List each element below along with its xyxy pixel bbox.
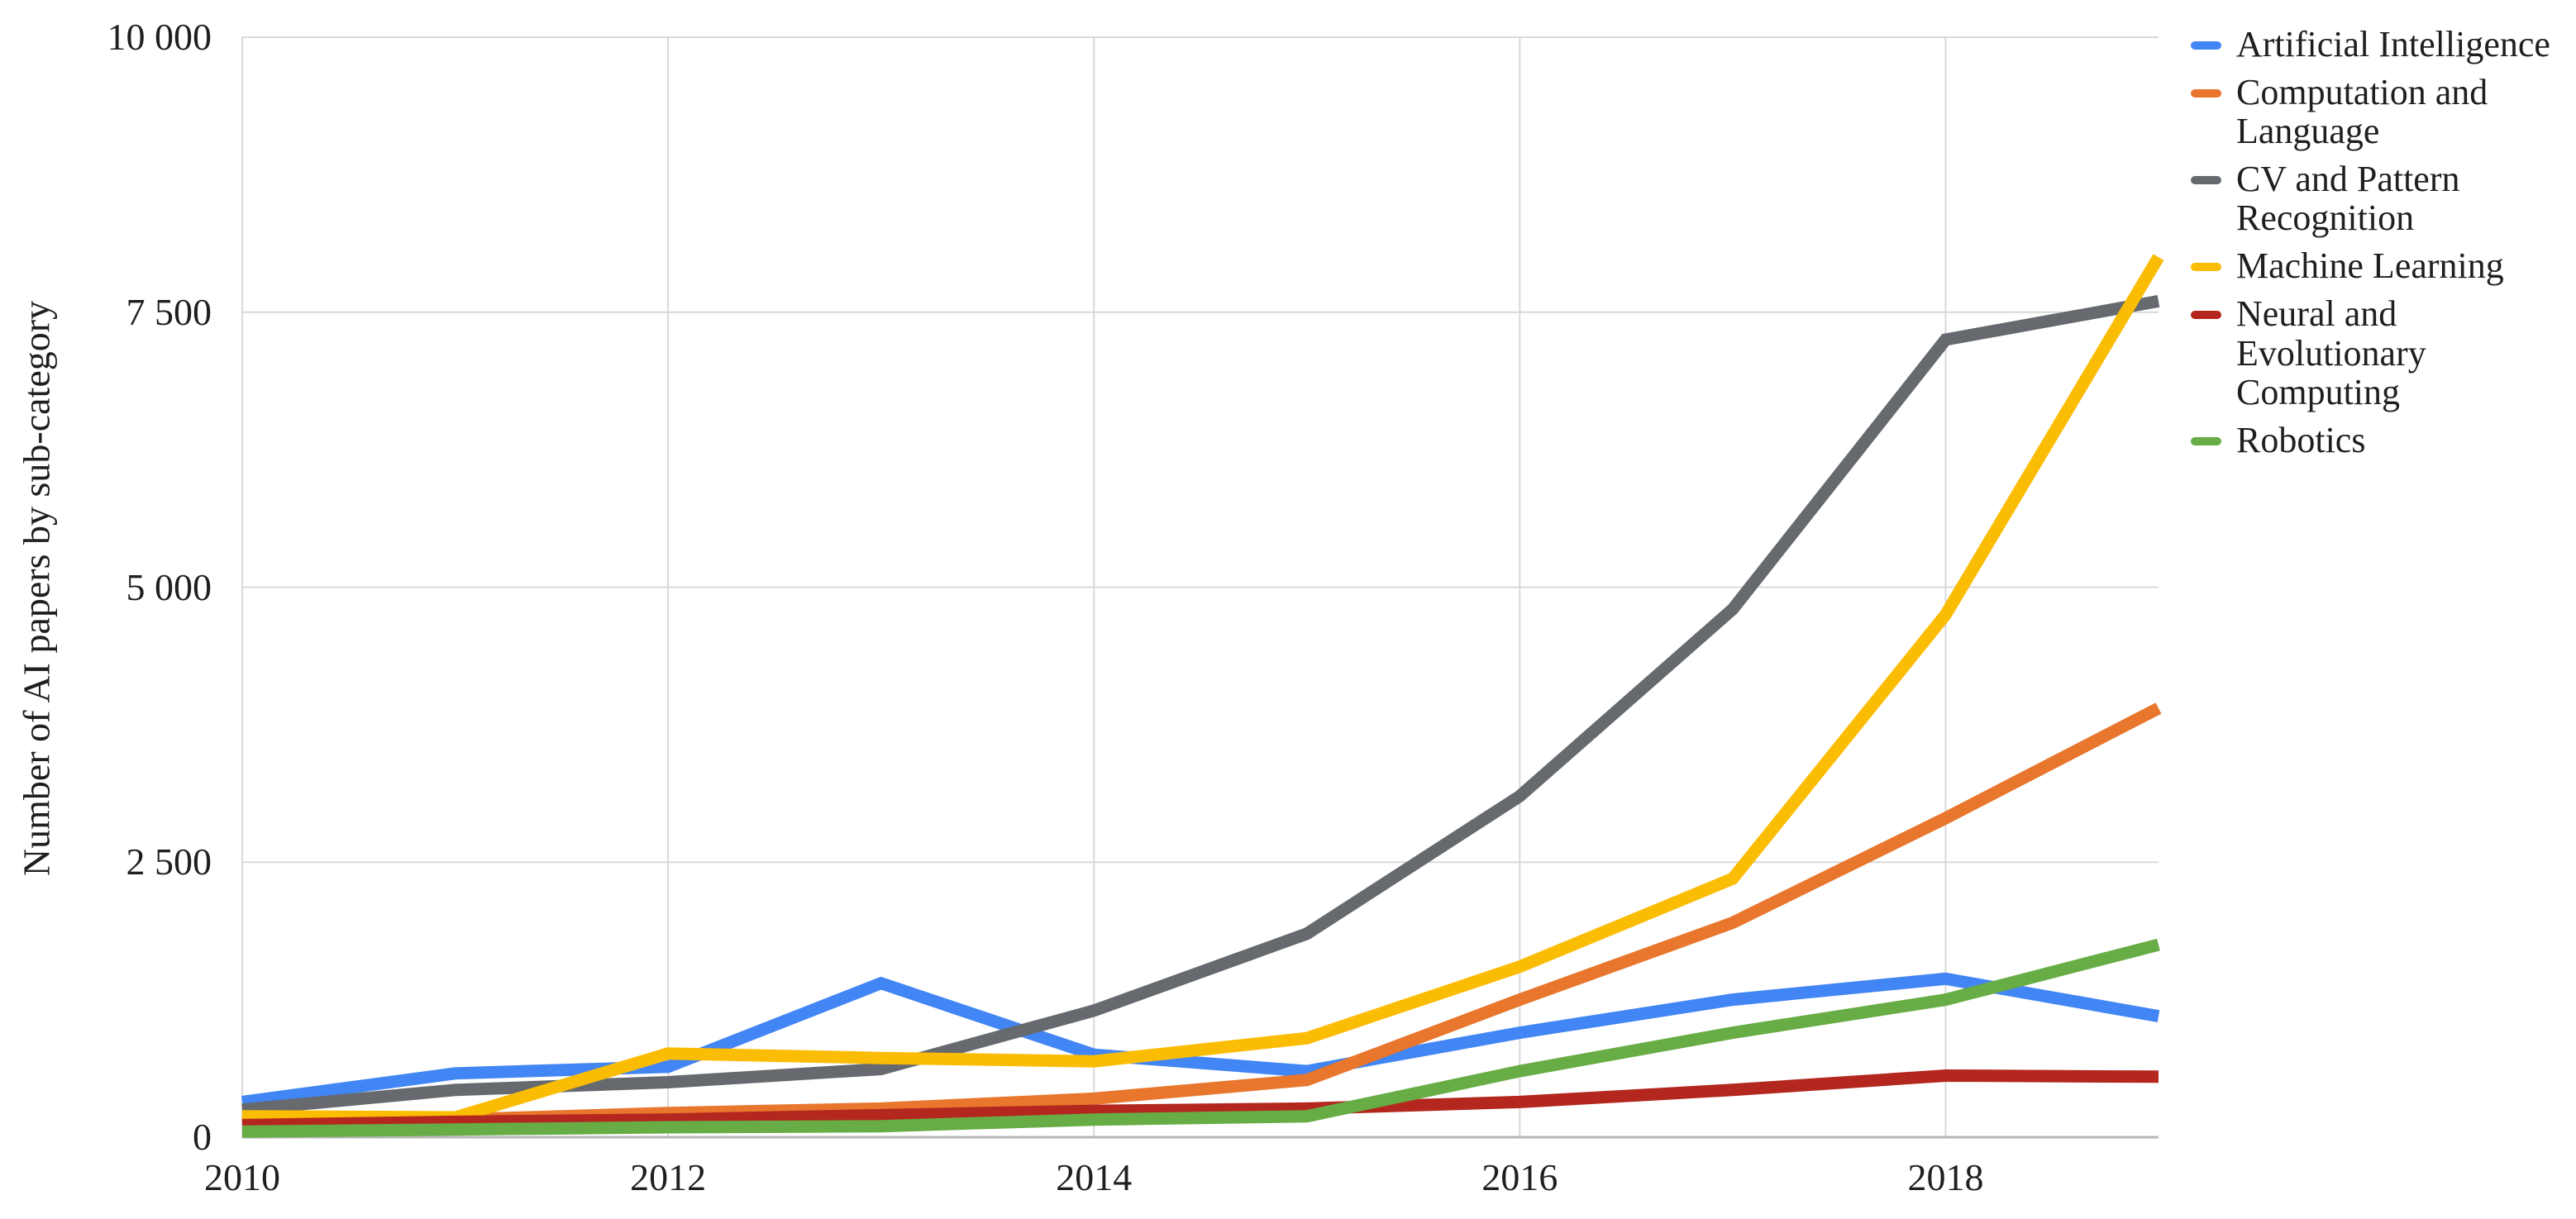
series-line-neural-and-evolutionary-computing (241, 1069, 2159, 1131)
y-tick-label-5000: 5 000 (126, 565, 212, 608)
legend-swatch-icon (2191, 41, 2221, 50)
legend-label: Robotics (2236, 419, 2366, 460)
legend-item-neural-and-evolutionary-computing: Neural and Evolutionary Computing (2191, 293, 2571, 412)
legend-swatch-icon (2191, 263, 2221, 272)
legend-label: Artificial Intelligence (2236, 24, 2550, 64)
legend-label: Neural and Evolutionary Computing (2236, 293, 2426, 412)
legend-swatch-icon (2191, 311, 2221, 320)
x-tick-label-2014: 2014 (1056, 1156, 1133, 1198)
legend-swatch-icon (2191, 89, 2221, 98)
y-tick-label-10000: 10 000 (107, 16, 212, 58)
series-line-artificial-intelligence (241, 972, 2160, 1108)
legend-label: Computation and Language (2236, 72, 2488, 152)
y-tick-label-7500: 7 500 (126, 290, 212, 333)
legend-swatch-icon (2191, 176, 2221, 185)
y-tick-label-2500: 2 500 (126, 840, 212, 883)
legend-swatch-icon (2191, 436, 2221, 445)
y-tick-label-0: 0 (193, 1116, 212, 1158)
series-line-robotics (241, 938, 2160, 1138)
legend-label: CV and Pattern Recognition (2236, 159, 2460, 239)
legend-label: Machine Learning (2236, 245, 2504, 287)
x-tick-label-2010: 2010 (204, 1156, 280, 1198)
x-tick-label-2012: 2012 (630, 1156, 707, 1198)
legend: Artificial Intelligence Computation and L… (2191, 25, 2571, 460)
x-tick-label-2018: 2018 (1907, 1156, 1984, 1198)
legend-item-cv-and-pattern-recognition: CV and Pattern Recognition (2191, 160, 2571, 237)
x-tick-label-2016: 2016 (1481, 1156, 1558, 1198)
legend-item-artificial-intelligence: Artificial Intelligence (2191, 25, 2571, 64)
series-line-machine-learning (241, 254, 2164, 1124)
legend-item-robotics: Robotics (2191, 421, 2571, 460)
legend-item-machine-learning: Machine Learning (2191, 246, 2571, 285)
legend-item-computation-and-language: Computation and Language (2191, 73, 2571, 150)
